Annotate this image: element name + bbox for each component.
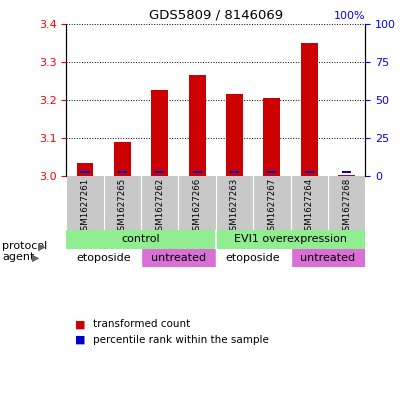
Bar xyxy=(267,171,276,173)
Text: GSM1627261: GSM1627261 xyxy=(81,178,90,236)
Bar xyxy=(301,42,317,176)
Text: EVI1 overexpression: EVI1 overexpression xyxy=(234,234,347,244)
Text: GSM1627262: GSM1627262 xyxy=(155,178,164,236)
Bar xyxy=(155,171,164,173)
Bar xyxy=(66,249,141,267)
Text: etoposide: etoposide xyxy=(76,253,131,263)
Text: ■: ■ xyxy=(75,335,85,345)
Bar xyxy=(81,171,90,173)
Text: untreated: untreated xyxy=(300,253,355,263)
Text: ▶: ▶ xyxy=(38,241,46,252)
Text: control: control xyxy=(122,234,161,244)
Bar xyxy=(77,163,93,176)
Bar xyxy=(114,141,131,176)
Bar xyxy=(290,249,365,267)
Text: GSM1627263: GSM1627263 xyxy=(230,178,239,236)
Bar xyxy=(338,175,355,176)
Text: percentile rank within the sample: percentile rank within the sample xyxy=(93,335,269,345)
Bar xyxy=(216,230,365,249)
Bar xyxy=(193,171,202,173)
Bar xyxy=(226,94,243,176)
Text: agent: agent xyxy=(2,252,34,263)
Text: GSM1627267: GSM1627267 xyxy=(267,178,276,236)
Text: etoposide: etoposide xyxy=(226,253,281,263)
Text: 100%: 100% xyxy=(334,11,365,20)
Text: GSM1627265: GSM1627265 xyxy=(118,178,127,236)
Bar xyxy=(141,249,216,267)
Bar xyxy=(342,171,351,173)
Text: transformed count: transformed count xyxy=(93,319,190,329)
Bar xyxy=(230,171,239,173)
Bar xyxy=(305,171,314,173)
Bar xyxy=(216,249,290,267)
Text: GSM1627268: GSM1627268 xyxy=(342,178,351,236)
Bar xyxy=(151,90,168,176)
Title: GDS5809 / 8146069: GDS5809 / 8146069 xyxy=(149,8,283,21)
Bar xyxy=(264,98,280,176)
Bar xyxy=(66,230,216,249)
Text: GSM1627264: GSM1627264 xyxy=(305,178,314,236)
Text: untreated: untreated xyxy=(151,253,206,263)
Bar xyxy=(118,171,127,173)
Text: protocol: protocol xyxy=(2,241,47,251)
Text: ■: ■ xyxy=(75,319,85,329)
Bar xyxy=(189,75,205,176)
Text: GSM1627266: GSM1627266 xyxy=(193,178,202,236)
Text: ▶: ▶ xyxy=(32,253,40,263)
